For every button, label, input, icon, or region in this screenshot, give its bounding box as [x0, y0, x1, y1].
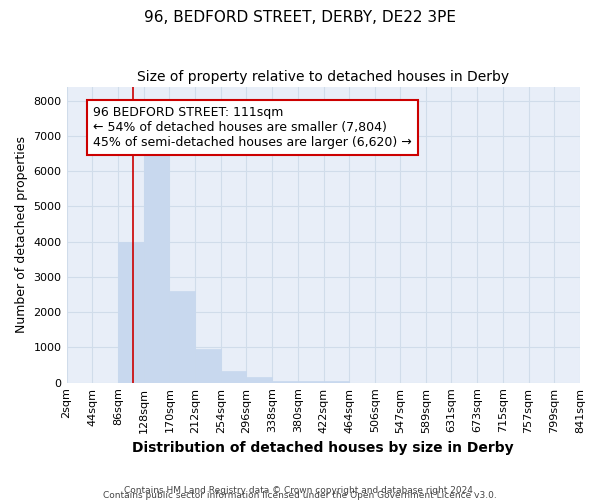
Text: Contains HM Land Registry data © Crown copyright and database right 2024.: Contains HM Land Registry data © Crown c… — [124, 486, 476, 495]
Bar — [118, 242, 143, 382]
X-axis label: Distribution of detached houses by size in Derby: Distribution of detached houses by size … — [133, 441, 514, 455]
Text: 96, BEDFORD STREET, DERBY, DE22 3PE: 96, BEDFORD STREET, DERBY, DE22 3PE — [144, 10, 456, 25]
Bar — [221, 371, 247, 382]
Bar — [247, 378, 272, 382]
Title: Size of property relative to detached houses in Derby: Size of property relative to detached ho… — [137, 70, 509, 84]
Bar — [143, 150, 169, 382]
Bar — [195, 349, 221, 382]
Bar — [298, 381, 323, 382]
Text: 96 BEDFORD STREET: 111sqm
← 54% of detached houses are smaller (7,804)
45% of se: 96 BEDFORD STREET: 111sqm ← 54% of detac… — [94, 106, 412, 149]
Bar — [272, 381, 298, 382]
Bar — [169, 291, 195, 382]
Bar — [323, 381, 349, 382]
Text: Contains public sector information licensed under the Open Government Licence v3: Contains public sector information licen… — [103, 491, 497, 500]
Y-axis label: Number of detached properties: Number of detached properties — [15, 136, 28, 333]
